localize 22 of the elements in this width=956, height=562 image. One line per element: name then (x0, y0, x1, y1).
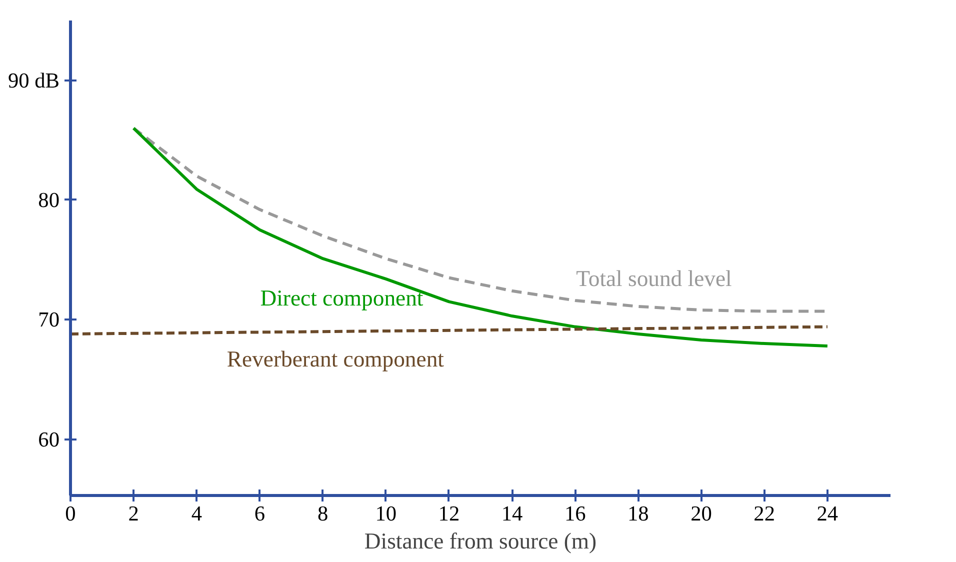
series-label: Total sound level (576, 266, 732, 292)
y-tick-label: 90 dB (8, 68, 60, 92)
y-tick-label: 80 (38, 188, 60, 212)
x-tick-label: 20 (690, 502, 712, 526)
series-label: Reverberant component (226, 346, 445, 372)
x-tick-label: 10 (375, 502, 397, 526)
x-tick-label: 12 (438, 502, 460, 526)
x-tick-label: 24 (816, 502, 838, 526)
x-tick-label: 22 (754, 502, 776, 526)
series-label: Direct component (260, 286, 424, 311)
x-tick-label: 16 (564, 502, 586, 526)
x-tick-label: 6 (254, 502, 266, 526)
y-tick-label: 70 (38, 308, 60, 332)
x-tick-label: 0 (65, 502, 76, 526)
line-series (132, 126, 829, 348)
x-axis-title: Distance from source (m) (364, 528, 597, 554)
y-tick-label: 60 (38, 427, 60, 452)
x-tick-label: 14 (501, 502, 524, 526)
x-tick-label: 4 (191, 502, 202, 526)
x-tick-label: 8 (317, 502, 328, 526)
x-tick-label: 18 (628, 502, 649, 526)
x-tick-label: 2 (128, 502, 139, 526)
